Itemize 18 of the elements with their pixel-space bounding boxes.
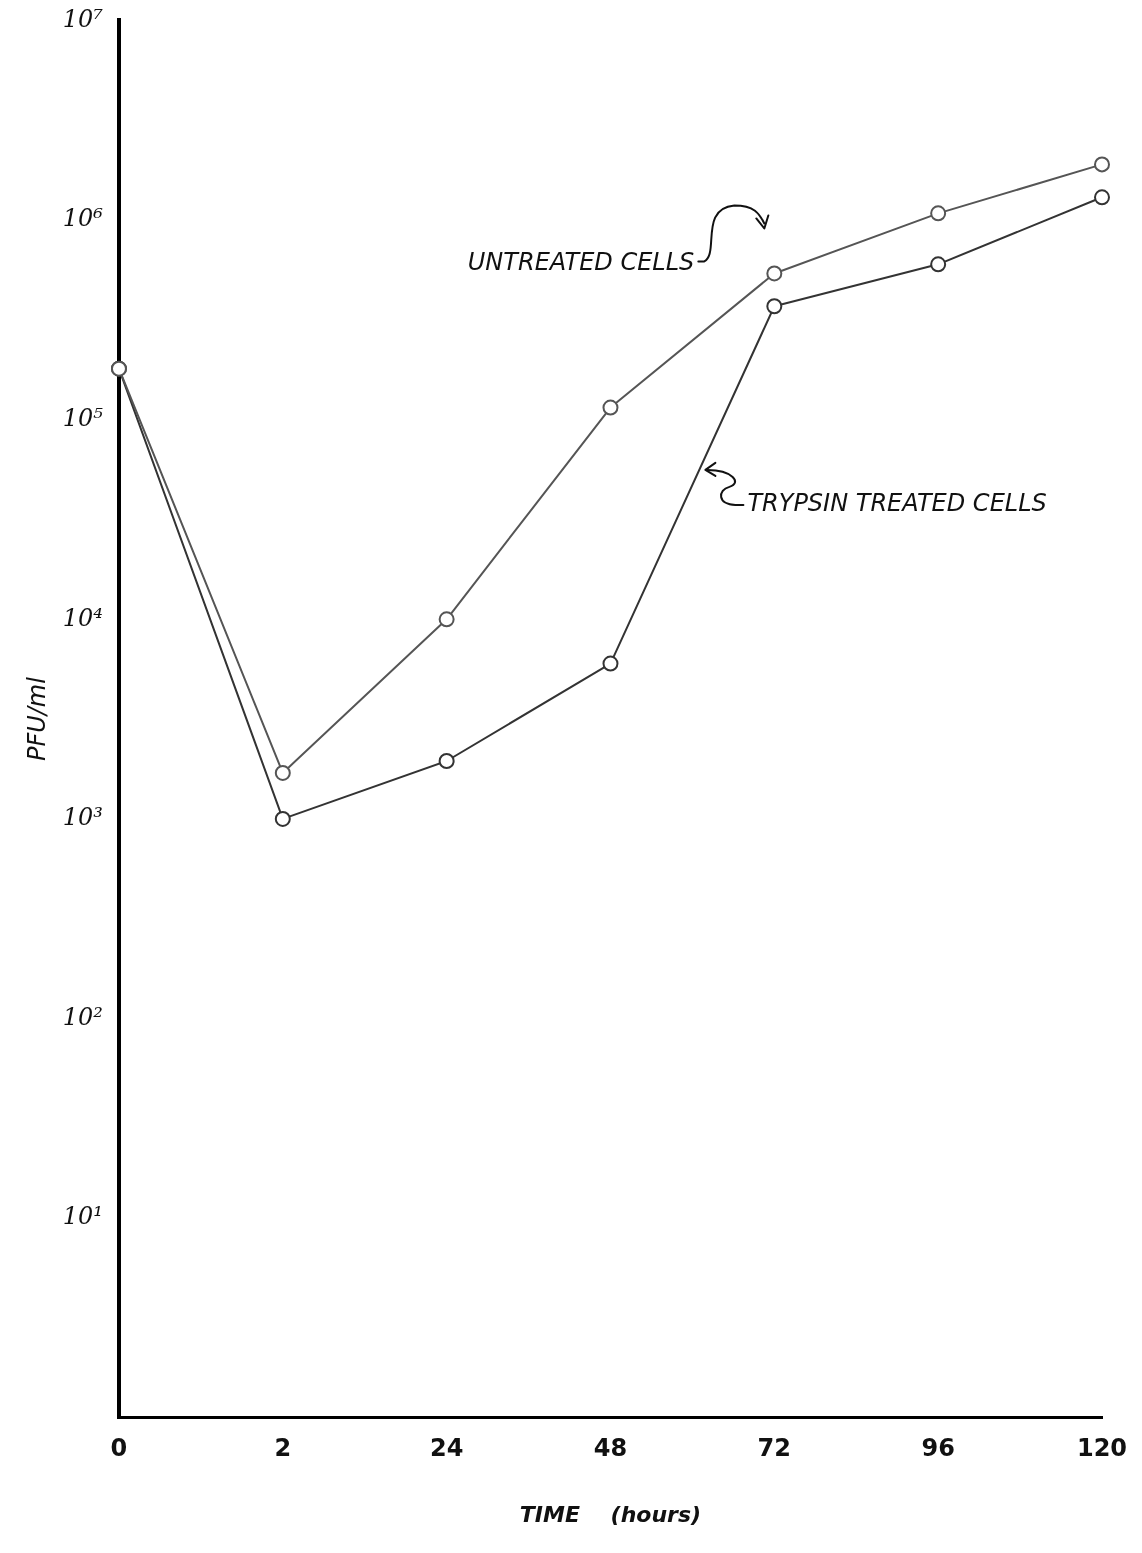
y-tick-label: 10¹: [62, 1202, 103, 1231]
y-tick-label: 10⁴: [62, 603, 103, 632]
x-tick-label: 72: [757, 1434, 792, 1463]
y-tick-label: 10⁵: [62, 403, 104, 432]
text: TRYPSIN TREATED CELLS: [747, 489, 1047, 518]
x-tick-label: 0: [110, 1434, 128, 1463]
x-tick-label: 2: [274, 1434, 292, 1463]
x-tick-label: 96: [921, 1434, 955, 1463]
text: UNTREATED CELLS: [467, 247, 695, 276]
y-tick-label: 10³: [62, 803, 103, 832]
x-tick-label: 48: [593, 1434, 628, 1463]
y-axis-title: PFU/ml: [22, 676, 51, 762]
y-tick-label: 10⁶: [62, 204, 104, 233]
y-tick-label: 10²: [62, 1002, 103, 1031]
x-tick-label: 24: [429, 1434, 464, 1463]
y-tick-label: 10⁷: [62, 4, 104, 33]
x-tick-label: 120: [1076, 1434, 1128, 1463]
x-axis-title: TIME (hours): [519, 1501, 702, 1527]
